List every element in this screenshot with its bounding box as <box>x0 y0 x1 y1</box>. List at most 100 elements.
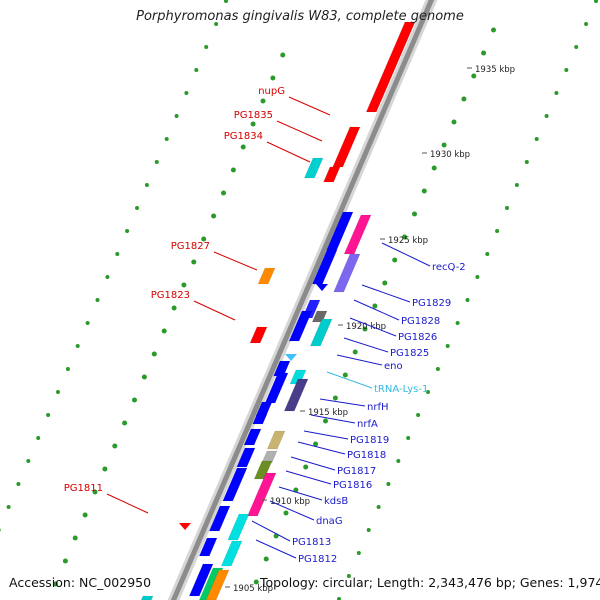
tick-dot <box>65 367 70 371</box>
gene-label-pg1811: PG1811 <box>64 483 103 494</box>
label-leader-line <box>336 354 383 366</box>
tick-dot <box>346 574 351 578</box>
scale-label: 1915 kbp <box>308 408 348 418</box>
gene-feature <box>261 450 278 464</box>
tick-dot <box>584 22 589 26</box>
tick-dot <box>323 418 328 424</box>
tick-dot <box>402 234 408 240</box>
label-leader-line <box>276 120 323 142</box>
gene-label-recq-2: recQ-2 <box>432 262 466 273</box>
tick-dot <box>426 390 430 394</box>
tick-dot <box>36 436 41 440</box>
tick-dot <box>82 512 88 518</box>
gene-feature <box>365 21 416 113</box>
tick-dot <box>461 96 467 102</box>
gene-label-nrfa: nrfA <box>357 419 378 430</box>
gene-feature <box>247 472 277 517</box>
tick-dot <box>564 68 569 72</box>
gene-feature <box>264 372 289 404</box>
gene-feature <box>236 447 256 468</box>
gene-label-pg1829: PG1829 <box>412 298 451 309</box>
tick-dot <box>184 91 189 95</box>
gene-label-pg1825: PG1825 <box>390 348 429 359</box>
label-leader-line <box>290 456 336 471</box>
label-leader-line <box>319 398 366 407</box>
gene-feature <box>285 354 297 361</box>
label-leader-line <box>349 317 397 337</box>
gene-feature <box>198 537 218 557</box>
scale-label: 1905 kbp <box>233 584 273 594</box>
gene-feature <box>205 569 230 600</box>
gene-feature <box>227 513 250 541</box>
tick-dot <box>201 236 207 242</box>
scale-label: 1935 kbp <box>475 65 515 75</box>
gene-label-trna-lys-1: tRNA-Lys-1 <box>374 384 428 395</box>
tick-dot <box>141 374 147 380</box>
gene-feature <box>257 267 276 285</box>
tick-dot <box>151 351 157 357</box>
gene-label-pg1816: PG1816 <box>333 480 372 491</box>
label-leader-line <box>361 284 411 303</box>
tick-dot <box>356 551 361 555</box>
tick-dot <box>253 579 259 585</box>
gene-feature <box>323 166 341 183</box>
tick-dot <box>471 73 477 79</box>
tick-dot <box>102 466 108 472</box>
gene-feature <box>332 126 361 168</box>
tick-dot <box>161 328 167 334</box>
tick-dot <box>115 252 120 256</box>
accession-text: Accession: NC_002950 <box>9 575 152 590</box>
tick-dot <box>451 119 457 125</box>
tick-dot <box>505 206 509 210</box>
gene-label-pg1828: PG1828 <box>401 316 440 327</box>
gene-label-dnag: dnaG <box>316 516 343 527</box>
tick-dot <box>92 489 98 495</box>
label-leader-line <box>303 430 349 440</box>
gene-feature <box>220 540 243 567</box>
gene-label-pg1826: PG1826 <box>398 332 437 343</box>
tick-dot <box>372 303 378 309</box>
tick-dot <box>214 22 219 26</box>
label-leader-line <box>106 493 149 514</box>
tick-dot <box>0 528 1 532</box>
tick-dot <box>406 436 411 440</box>
tick-dot <box>554 91 559 95</box>
tick-dot <box>382 280 388 286</box>
gene-feature <box>140 595 154 600</box>
tick-dot <box>72 535 78 541</box>
tick-dot <box>260 98 266 104</box>
gene-feature <box>222 467 248 502</box>
tick-dot <box>46 413 51 417</box>
tick-dot <box>491 27 496 33</box>
tick-dot <box>191 259 197 265</box>
tick-dot <box>125 229 130 233</box>
tick-dot <box>112 443 118 449</box>
gene-label-nupg: nupG <box>258 86 285 97</box>
tick-dot <box>211 213 217 219</box>
tick-dot <box>283 510 289 516</box>
tick-dot <box>164 137 169 141</box>
label-leader-line <box>269 500 315 521</box>
gene-label-pg1818: PG1818 <box>347 450 386 461</box>
tick-dot <box>53 581 58 587</box>
tick-dot <box>594 0 598 3</box>
tick-dot <box>495 229 500 233</box>
tick-dot <box>221 190 226 196</box>
label-leader-line <box>288 96 331 116</box>
tick-dot <box>337 597 341 600</box>
label-leader-line <box>285 470 332 485</box>
label-leader-line <box>326 371 373 389</box>
tick-dot <box>574 45 579 49</box>
label-leader-line <box>213 251 258 271</box>
label-leader-line <box>343 337 389 353</box>
gene-label-pg1813: PG1813 <box>292 537 331 548</box>
gene-feature <box>283 378 309 412</box>
tick-dot <box>154 160 159 164</box>
gene-label-pg1834: PG1834 <box>224 131 263 142</box>
gene-label-nrfh: nrfH <box>367 402 389 413</box>
label-leader-line <box>310 414 356 424</box>
tick-dot <box>230 167 236 173</box>
gene-label-pg1835: PG1835 <box>234 110 273 121</box>
tick-dot <box>75 344 80 348</box>
